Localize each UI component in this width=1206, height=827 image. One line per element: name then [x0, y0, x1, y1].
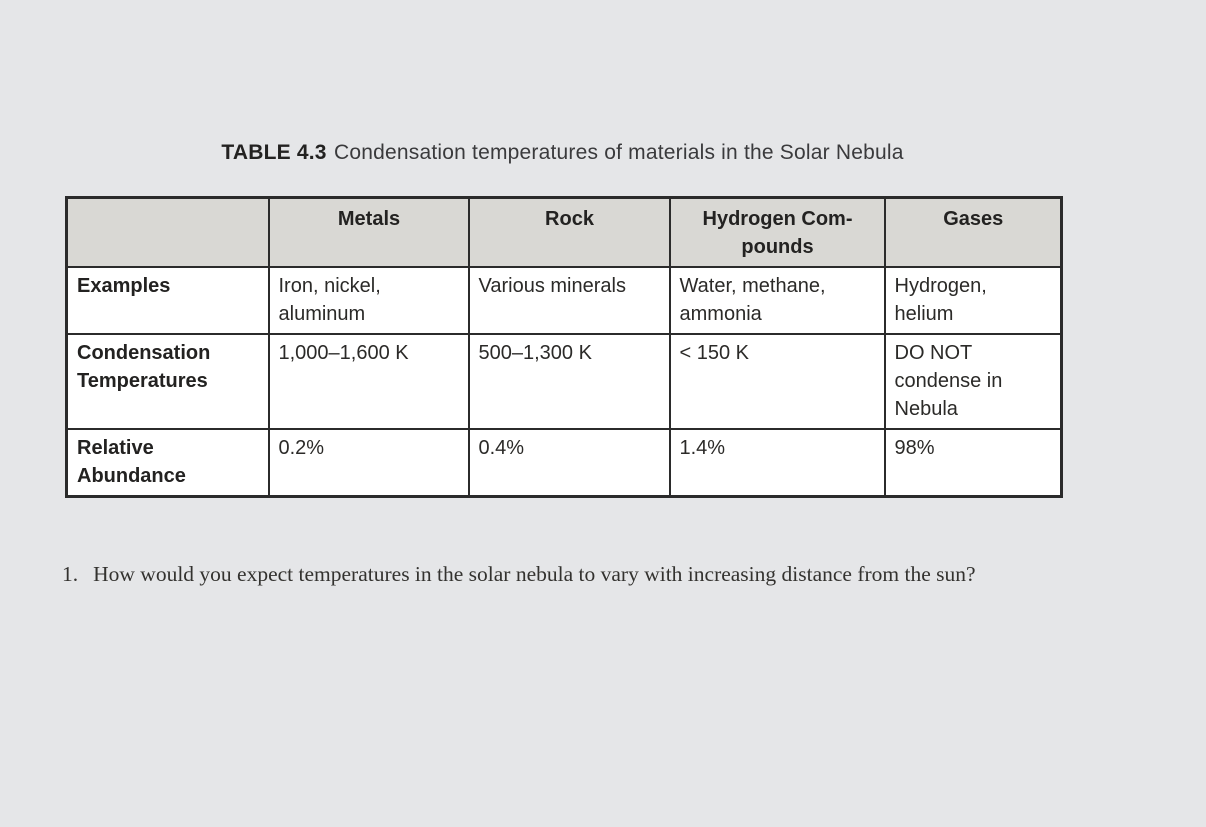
table-caption-text: Condensation temperatures of materials i… [334, 141, 904, 164]
question-text: How would you expect temperatures in the… [93, 562, 976, 587]
cell-abundance-rock: 0.4% [467, 428, 671, 498]
cell-abundance-gases: 98% [883, 428, 1063, 498]
row-header-condensation-temperatures: Condensation Temperatures [65, 333, 270, 431]
cell-examples-hydrogen-compounds: Water, methane, ammonia [668, 266, 886, 336]
row-header-relative-abundance: Relative Abundance [65, 428, 270, 498]
table-caption: TABLE 4.3 Condensation temperatures of ma… [65, 141, 1060, 165]
table-caption-label: TABLE 4.3 [221, 141, 327, 164]
column-header-blank [65, 196, 270, 269]
cell-examples-metals: Iron, nickel, aluminum [267, 266, 470, 336]
row-header-examples: Examples [65, 266, 270, 336]
question-number: 1. [62, 562, 79, 587]
condensation-table: Metals Rock Hydrogen Com- pounds Gases E… [65, 196, 1063, 499]
cell-condensation-rock: 500–1,300 K [467, 333, 671, 431]
cell-examples-gases: Hydrogen, helium [883, 266, 1063, 336]
column-header-rock: Rock [467, 196, 671, 269]
table-header-row: Metals Rock Hydrogen Com- pounds Gases [65, 196, 1063, 269]
cell-condensation-metals: 1,000–1,600 K [267, 333, 470, 431]
cell-abundance-hydrogen-compounds: 1.4% [668, 428, 886, 498]
table-row-examples: Examples Iron, nickel, aluminum Various … [65, 266, 1063, 336]
column-header-metals: Metals [267, 196, 470, 269]
table-row-relative-abundance: Relative Abundance 0.2% 0.4% 1.4% 98% [65, 428, 1063, 498]
cell-examples-rock: Various minerals [467, 266, 671, 336]
column-header-hydrogen-compounds: Hydrogen Com- pounds [668, 196, 886, 269]
document-page: TABLE 4.3 Condensation temperatures of ma… [0, 141, 1206, 827]
cell-condensation-hydrogen-compounds: < 150 K [668, 333, 886, 431]
table-row-condensation-temperatures: Condensation Temperatures 1,000–1,600 K … [65, 333, 1063, 431]
cell-abundance-metals: 0.2% [267, 428, 470, 498]
column-header-gases: Gases [883, 196, 1063, 269]
question-1: 1. How would you expect temperatures in t… [62, 562, 1082, 587]
cell-condensation-gases: DO NOT condense in Nebula [883, 333, 1063, 431]
